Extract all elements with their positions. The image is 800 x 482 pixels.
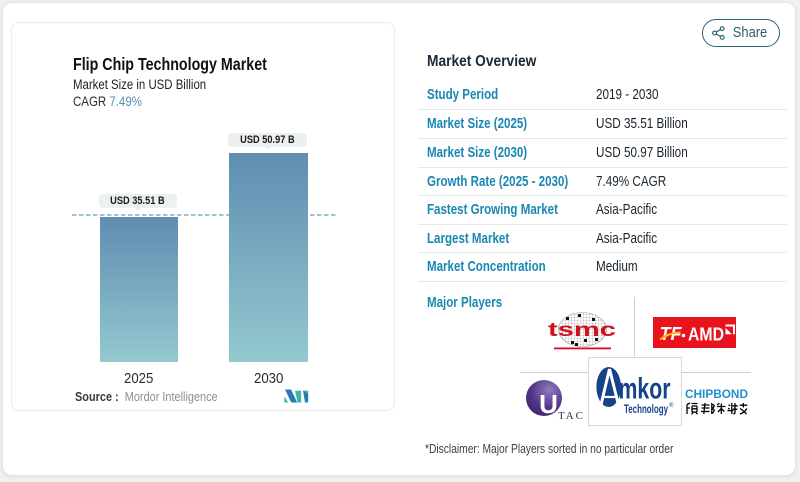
svg-text:Technology: Technology bbox=[624, 402, 668, 416]
svg-text:CHIPBOND: CHIPBOND bbox=[685, 387, 748, 401]
svg-text:TAC: TAC bbox=[558, 410, 583, 422]
svg-text:tsmc: tsmc bbox=[548, 320, 617, 341]
svg-text:U: U bbox=[539, 389, 558, 419]
svg-text:AMD: AMD bbox=[688, 325, 724, 345]
svg-text:®: ® bbox=[669, 402, 674, 409]
svg-text:mkor: mkor bbox=[619, 373, 671, 406]
